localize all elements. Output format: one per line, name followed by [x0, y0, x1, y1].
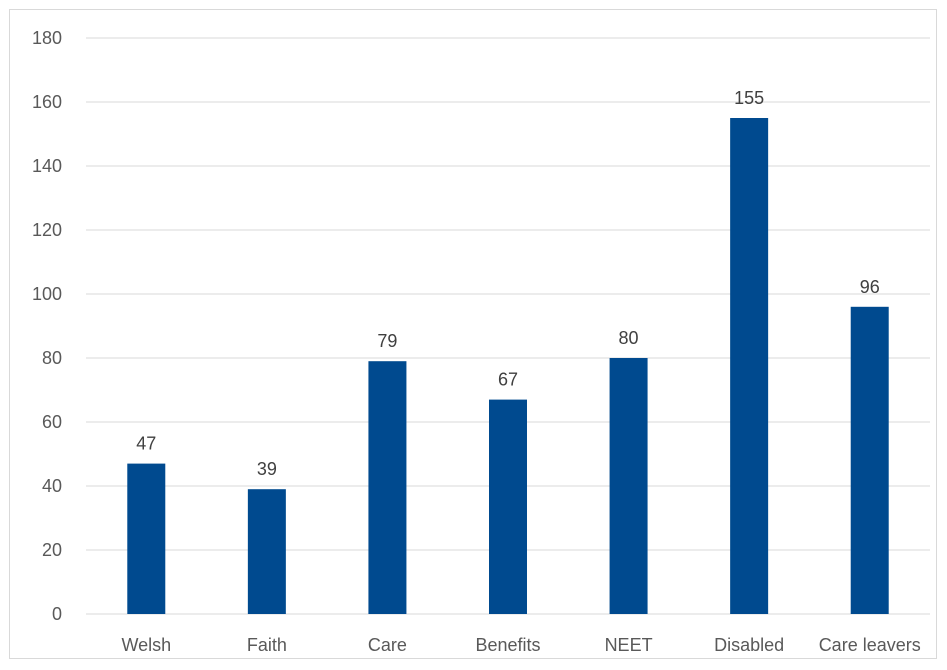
bar-care-leavers: [850, 306, 889, 614]
data-label: 79: [377, 331, 397, 351]
data-labels: 47 39 79 67 80 155 96: [136, 88, 879, 479]
data-label: 39: [257, 459, 277, 479]
bar-benefits: [489, 399, 527, 614]
x-category-label: NEET: [605, 635, 653, 655]
y-tick-label: 120: [32, 220, 62, 240]
y-tick-label: 100: [32, 284, 62, 304]
data-label: 155: [734, 88, 764, 108]
data-label: 67: [498, 370, 518, 390]
data-label: 96: [860, 277, 880, 297]
y-axis-tick-labels: 0 20 40 60 80 100 120 140 160 180: [32, 28, 62, 624]
y-tick-label: 0: [52, 604, 62, 624]
y-tick-label: 80: [42, 348, 62, 368]
y-tick-label: 40: [42, 476, 62, 496]
bar-disabled: [730, 118, 769, 614]
y-tick-label: 160: [32, 92, 62, 112]
data-label: 47: [136, 434, 156, 454]
bar-care: [368, 361, 407, 614]
bar-faith: [247, 489, 286, 614]
bars: [127, 118, 889, 614]
bar-neet: [609, 358, 648, 614]
x-category-label: Faith: [247, 635, 287, 655]
x-category-label: Care leavers: [819, 635, 921, 655]
y-tick-label: 180: [32, 28, 62, 48]
gridlines: [86, 37, 930, 615]
bar-welsh: [127, 463, 166, 614]
x-axis-category-labels: Welsh Faith Care Benefits NEET Disabled Care l…: [121, 635, 920, 655]
data-label: 80: [619, 328, 639, 348]
y-tick-label: 20: [42, 540, 62, 560]
x-category-label: Disabled: [714, 635, 784, 655]
x-category-label: Welsh: [121, 635, 171, 655]
y-tick-label: 60: [42, 412, 62, 432]
y-tick-label: 140: [32, 156, 62, 176]
x-category-label: Benefits: [475, 635, 540, 655]
x-category-label: Care: [368, 635, 407, 655]
